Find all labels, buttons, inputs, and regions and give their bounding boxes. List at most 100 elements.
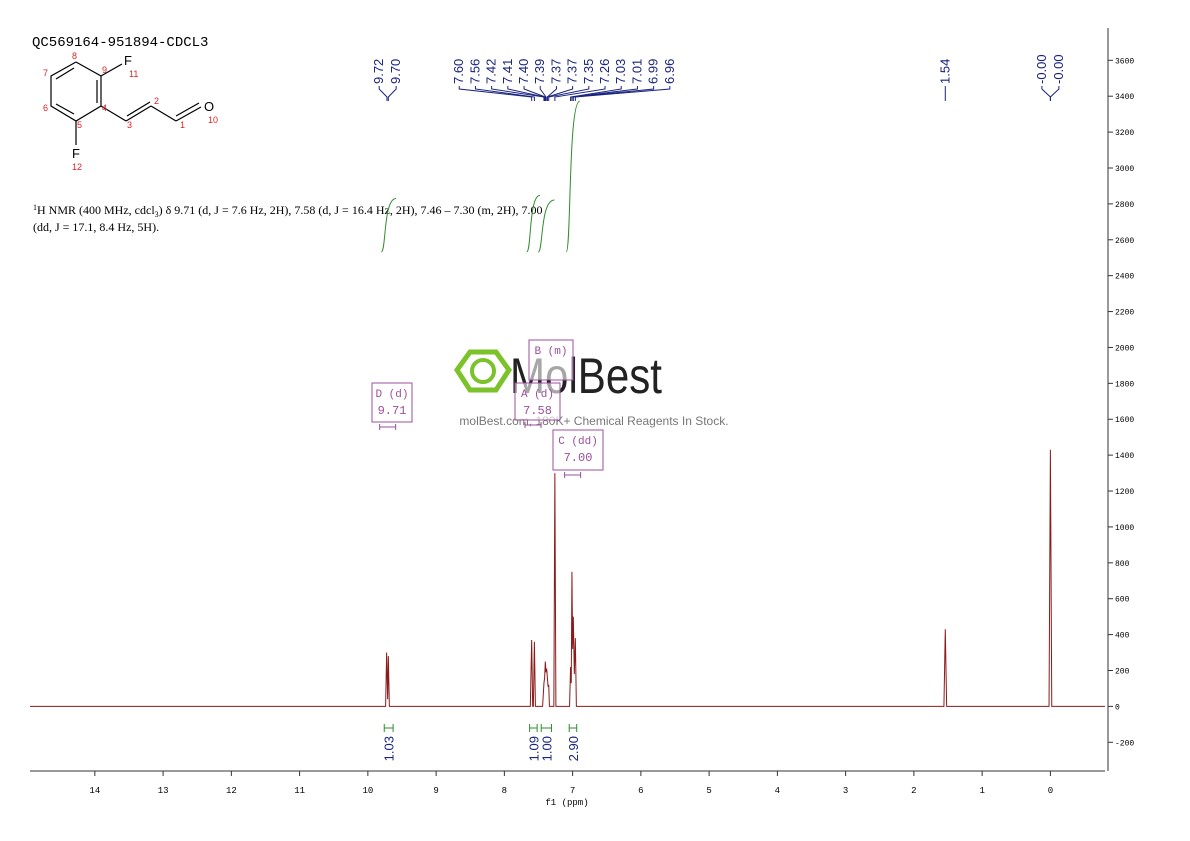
integral-bracket bbox=[568, 724, 578, 732]
multiplet-label: A (d) bbox=[521, 389, 554, 401]
integral-curve bbox=[526, 194, 541, 253]
sup: 1 bbox=[33, 203, 37, 212]
integral-value: 1.09 bbox=[526, 736, 541, 761]
y-tick-label: 2800 bbox=[1115, 201, 1134, 210]
peak-pointer bbox=[570, 86, 622, 101]
text: ) δ 9.71 (d, J = 7.6 Hz, 2H), 7.58 (d, J… bbox=[159, 203, 543, 217]
logo bbox=[470, 358, 496, 384]
description: (dd, J = 17.1, 8.4 Hz, 5H). bbox=[33, 220, 159, 234]
peak-label: 7.41 bbox=[500, 59, 515, 84]
multiplet-shift: 7.00 bbox=[564, 451, 593, 465]
y-tick-label: 3200 bbox=[1115, 129, 1134, 138]
peak-label: 6.96 bbox=[662, 59, 677, 84]
atom-number: 7 bbox=[43, 68, 48, 78]
peak-label: 7.01 bbox=[629, 59, 644, 84]
integral-curve bbox=[565, 100, 581, 253]
x-tick-label: 4 bbox=[775, 786, 780, 796]
x-tick-label: 8 bbox=[502, 786, 507, 796]
multiplet-box bbox=[528, 339, 574, 381]
multiplet-range bbox=[564, 472, 582, 478]
chart-title: QC569164-951894-CDCL3 bbox=[32, 35, 208, 51]
peak-label: 7.26 bbox=[597, 59, 612, 84]
integral-curve bbox=[380, 197, 397, 253]
peak-label: -0.00 bbox=[1051, 54, 1066, 84]
x-axis-label: f1 (ppm) bbox=[545, 798, 588, 808]
x-tick-label: 12 bbox=[226, 786, 237, 796]
y-tick-label: 3000 bbox=[1115, 165, 1134, 174]
peak-label: 7.42 bbox=[484, 59, 499, 84]
spectrum bbox=[30, 449, 1105, 707]
integral-curve bbox=[537, 199, 555, 253]
x-tick-label: 3 bbox=[843, 786, 848, 796]
peak-label: 6.99 bbox=[646, 59, 661, 84]
x-tick-label: 7 bbox=[570, 786, 575, 796]
y-tick-label: 1400 bbox=[1115, 452, 1134, 461]
peak-label: 9.70 bbox=[388, 59, 403, 84]
x-tick-label: 2 bbox=[911, 786, 916, 796]
x-tick-label: 5 bbox=[706, 786, 711, 796]
integral-value: 2.90 bbox=[566, 736, 581, 761]
peak-pointer bbox=[572, 86, 655, 101]
peak-pointer bbox=[507, 86, 546, 101]
x-tick-label: 9 bbox=[433, 786, 438, 796]
multiplet-range bbox=[524, 422, 542, 428]
peak-pointer bbox=[523, 86, 546, 101]
integral-bracket bbox=[383, 724, 394, 732]
peak-label: 7.37 bbox=[565, 59, 580, 84]
peak-label: 1.54 bbox=[937, 59, 952, 84]
atom-number: 2 bbox=[154, 96, 159, 106]
y-tick-label: -200 bbox=[1115, 739, 1134, 748]
x-tick-label: 11 bbox=[294, 786, 305, 796]
peak-label: 7.39 bbox=[532, 59, 547, 84]
peak-pointer bbox=[546, 86, 574, 101]
integral-value: 1.00 bbox=[539, 736, 554, 761]
slogan: molBest.com, 180K+ Chemical Reagents In … bbox=[459, 414, 728, 428]
multiplet-label: D (d) bbox=[375, 389, 408, 401]
x-tick-label: 6 bbox=[638, 786, 643, 796]
atom: F bbox=[72, 146, 80, 161]
multiplet-shift: 9.71 bbox=[378, 404, 407, 418]
peak-pointer bbox=[387, 86, 397, 101]
y-tick-label: 1000 bbox=[1115, 524, 1134, 533]
peak-pointer bbox=[1041, 86, 1051, 101]
atom-number: 6 bbox=[43, 103, 48, 113]
atom: F bbox=[124, 53, 132, 68]
atom-number: 8 bbox=[72, 51, 77, 61]
structure-atoms: F 11 8 9 7 6 4 5 3 2 1 O 10 F 12 bbox=[43, 51, 218, 172]
text: H NMR (400 MHz, cdcl bbox=[37, 203, 155, 217]
structure-bonds bbox=[50, 61, 202, 145]
peak-label: 9.72 bbox=[371, 59, 386, 84]
peak-pointer bbox=[571, 86, 638, 101]
description: 1H NMR (400 MHz, cdcl3) δ 9.71 (d, J = 7… bbox=[33, 203, 542, 219]
x-tick-label: 13 bbox=[158, 786, 169, 796]
peak-label: -0.00 bbox=[1034, 54, 1049, 84]
peak-label: 7.35 bbox=[581, 59, 596, 84]
watermark: MolBest molBest.com, 180K+ Chemical Reag… bbox=[453, 348, 729, 428]
atom: O bbox=[204, 99, 214, 114]
peak-pointer bbox=[554, 86, 606, 101]
y-tick-label: 0 bbox=[1115, 703, 1120, 712]
y-tick-label: 2400 bbox=[1115, 273, 1134, 282]
atom-number: 5 bbox=[77, 120, 82, 130]
multiplet-label: C (dd) bbox=[558, 436, 598, 448]
atom-number: 9 bbox=[102, 65, 107, 75]
multiplet-shift: 7.58 bbox=[523, 404, 552, 418]
peak-label: 7.60 bbox=[451, 59, 466, 84]
peak-label: 7.37 bbox=[548, 59, 563, 84]
x-tick-label: 14 bbox=[89, 786, 100, 796]
y-tick-label: 3600 bbox=[1115, 57, 1134, 66]
multiplet-box bbox=[371, 382, 413, 423]
integral-bracket bbox=[540, 724, 552, 732]
y-tick-label: 2000 bbox=[1115, 344, 1134, 353]
peak-label: 7.40 bbox=[516, 59, 531, 84]
x-tick-label: 0 bbox=[1048, 786, 1053, 796]
y-tick-label: 200 bbox=[1115, 667, 1130, 676]
peak-pointer bbox=[1049, 86, 1060, 101]
y-tick-label: 400 bbox=[1115, 632, 1130, 641]
peak-pointer bbox=[474, 86, 535, 101]
multiplet-box bbox=[514, 382, 561, 421]
peak-pointer bbox=[574, 86, 671, 101]
multiplet-range bbox=[379, 424, 397, 430]
atom-number: 11 bbox=[129, 69, 138, 79]
multiplet-label: B (m) bbox=[534, 346, 567, 358]
